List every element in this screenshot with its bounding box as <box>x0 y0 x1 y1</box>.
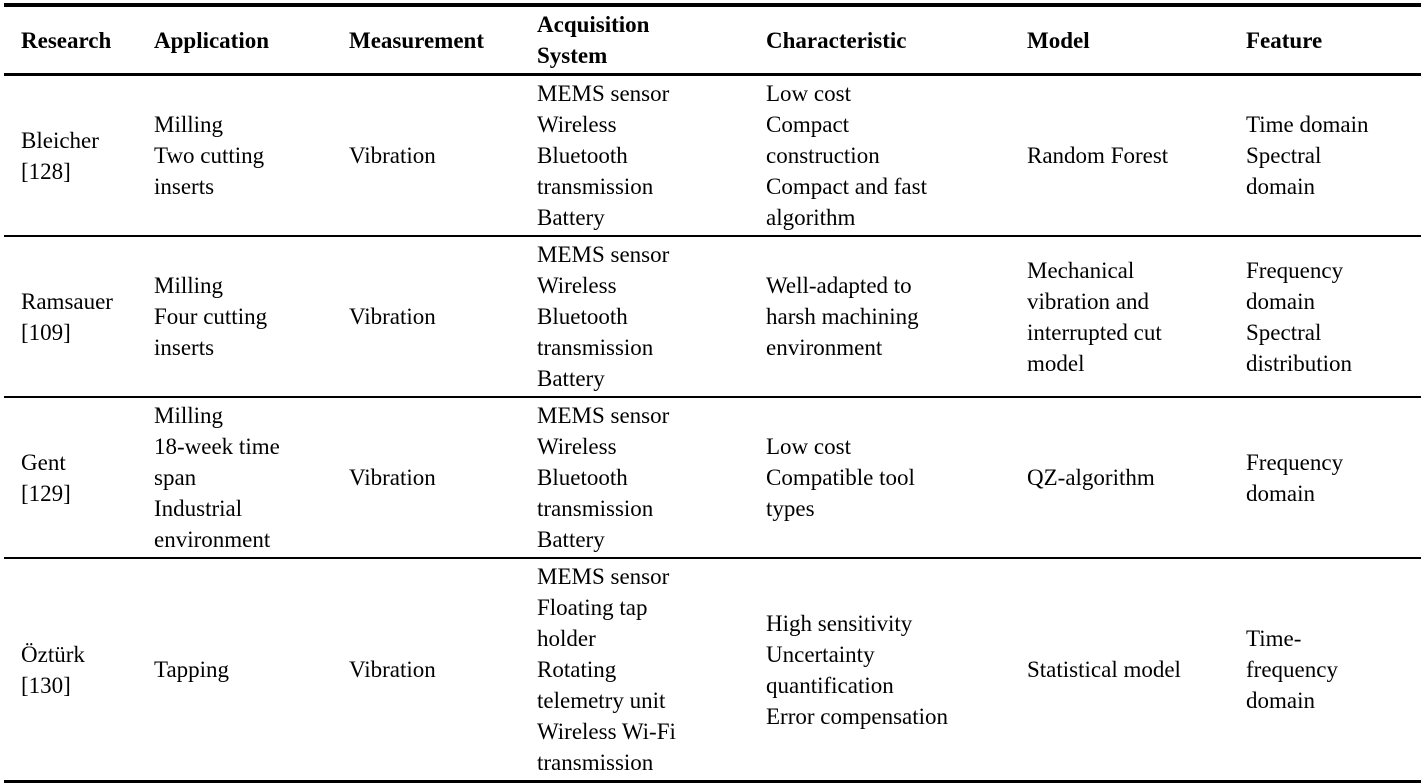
cell-acquisition-system: MEMS sensor Wireless Bluetooth transmiss… <box>537 403 670 552</box>
cell-application: Milling 18-week time span Industrial env… <box>154 403 280 552</box>
cell-characteristic: High sensitivity Uncertainty quantificat… <box>766 610 949 729</box>
column-header-research: Research <box>21 27 112 53</box>
cell-acquisition-system: MEMS sensor Wireless Bluetooth transmiss… <box>537 242 670 391</box>
research-comparison-table: Research Application Measurement Acquisi… <box>4 3 1421 783</box>
table-row: Ramsauer [109] Milling Four cutting inse… <box>4 236 1421 397</box>
cell-measurement: Vibration <box>349 304 436 329</box>
cell-application: Tapping <box>154 657 230 682</box>
cell-research: Ramsauer [109] <box>21 288 113 345</box>
column-header-measurement: Measurement <box>349 27 484 53</box>
cell-measurement: Vibration <box>349 657 436 682</box>
table-row: Gent [129] Milling 18-week time span Ind… <box>4 397 1421 558</box>
cell-research: Öztürk [130] <box>21 641 85 698</box>
cell-model: Random Forest <box>1027 143 1169 168</box>
cell-feature: Frequency domain <box>1246 449 1344 506</box>
cell-research: Gent [129] <box>21 449 71 506</box>
column-header-characteristic: Characteristic <box>766 27 907 53</box>
table-header: Research Application Measurement Acquisi… <box>4 5 1421 75</box>
cell-feature: Time- frequency domain <box>1246 626 1338 713</box>
header-row: Research Application Measurement Acquisi… <box>4 5 1421 75</box>
table-row: Bleicher [128] Milling Two cutting inser… <box>4 75 1421 237</box>
column-header-acquisition-system: Acquisition System <box>537 12 650 68</box>
column-header-model: Model <box>1027 27 1090 53</box>
cell-application: Milling Four cutting inserts <box>154 273 268 360</box>
cell-characteristic: Low cost Compact construction Compact an… <box>766 81 927 230</box>
cell-application: Milling Two cutting inserts <box>154 112 265 199</box>
cell-model: QZ-algorithm <box>1027 465 1155 490</box>
cell-measurement: Vibration <box>349 465 436 490</box>
cell-model: Mechanical vibration and interrupted cut… <box>1027 257 1162 376</box>
table-body: Bleicher [128] Milling Two cutting inser… <box>4 75 1421 782</box>
cell-model: Statistical model <box>1027 657 1181 682</box>
cell-feature: Time domain Spectral domain <box>1246 112 1369 199</box>
cell-acquisition-system: MEMS sensor Wireless Bluetooth transmiss… <box>537 81 670 230</box>
cell-research: Bleicher [128] <box>21 127 99 184</box>
cell-acquisition-system: MEMS sensor Floating tap holder Rotating… <box>537 564 676 775</box>
table-row: Öztürk [130] Tapping Vibration MEMS sens… <box>4 558 1421 782</box>
column-header-application: Application <box>154 27 270 53</box>
cell-characteristic: Low cost Compatible tool types <box>766 434 915 521</box>
column-header-feature: Feature <box>1246 27 1323 53</box>
cell-measurement: Vibration <box>349 143 436 168</box>
cell-characteristic: Well-adapted to harsh machining environm… <box>766 273 919 360</box>
cell-feature: Frequency domain Spectral distribution <box>1246 257 1353 376</box>
